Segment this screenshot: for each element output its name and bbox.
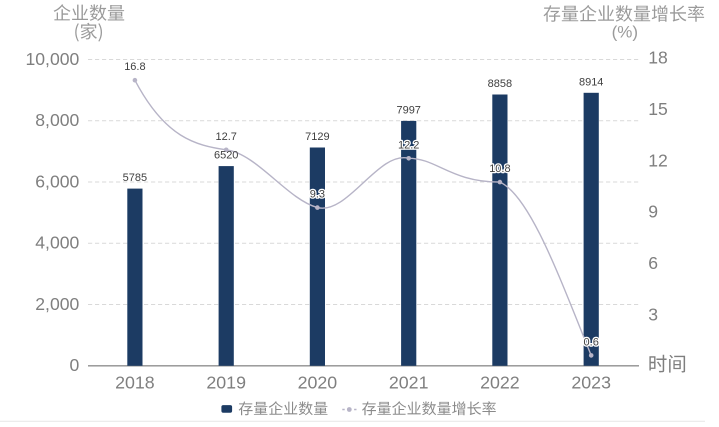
svg-text:0.6: 0.6 [584, 336, 599, 348]
svg-text:10,000: 10,000 [25, 49, 79, 69]
svg-text:12: 12 [648, 150, 668, 170]
svg-text:18: 18 [648, 48, 668, 68]
svg-text:6520: 6520 [214, 150, 238, 162]
svg-text:2,000: 2,000 [35, 294, 79, 314]
svg-text:10.8: 10.8 [489, 163, 510, 175]
svg-text:2022: 2022 [480, 373, 520, 393]
svg-text:16.8: 16.8 [124, 61, 145, 73]
svg-text:(%): (%) [612, 23, 638, 42]
svg-text:6,000: 6,000 [35, 171, 79, 191]
svg-text:2021: 2021 [389, 373, 429, 393]
svg-text:7997: 7997 [396, 104, 420, 116]
svg-text:9.3: 9.3 [310, 189, 325, 201]
svg-text:8914: 8914 [579, 76, 603, 88]
svg-text:0: 0 [70, 355, 80, 375]
svg-text:7129: 7129 [305, 131, 329, 143]
svg-text:9: 9 [648, 202, 658, 222]
svg-text:4,000: 4,000 [35, 233, 79, 253]
svg-text:15: 15 [648, 99, 668, 119]
svg-text:12.2: 12.2 [398, 139, 419, 151]
svg-text:6: 6 [648, 253, 658, 273]
svg-text:2023: 2023 [571, 373, 611, 393]
svg-text:2020: 2020 [298, 373, 338, 393]
svg-text:12.7: 12.7 [215, 131, 236, 143]
svg-text:3: 3 [648, 304, 658, 324]
svg-text:8858: 8858 [488, 78, 512, 90]
svg-text:8,000: 8,000 [35, 110, 79, 130]
svg-text:2019: 2019 [206, 373, 246, 393]
svg-text:2018: 2018 [115, 373, 155, 393]
svg-text:5785: 5785 [123, 172, 147, 184]
